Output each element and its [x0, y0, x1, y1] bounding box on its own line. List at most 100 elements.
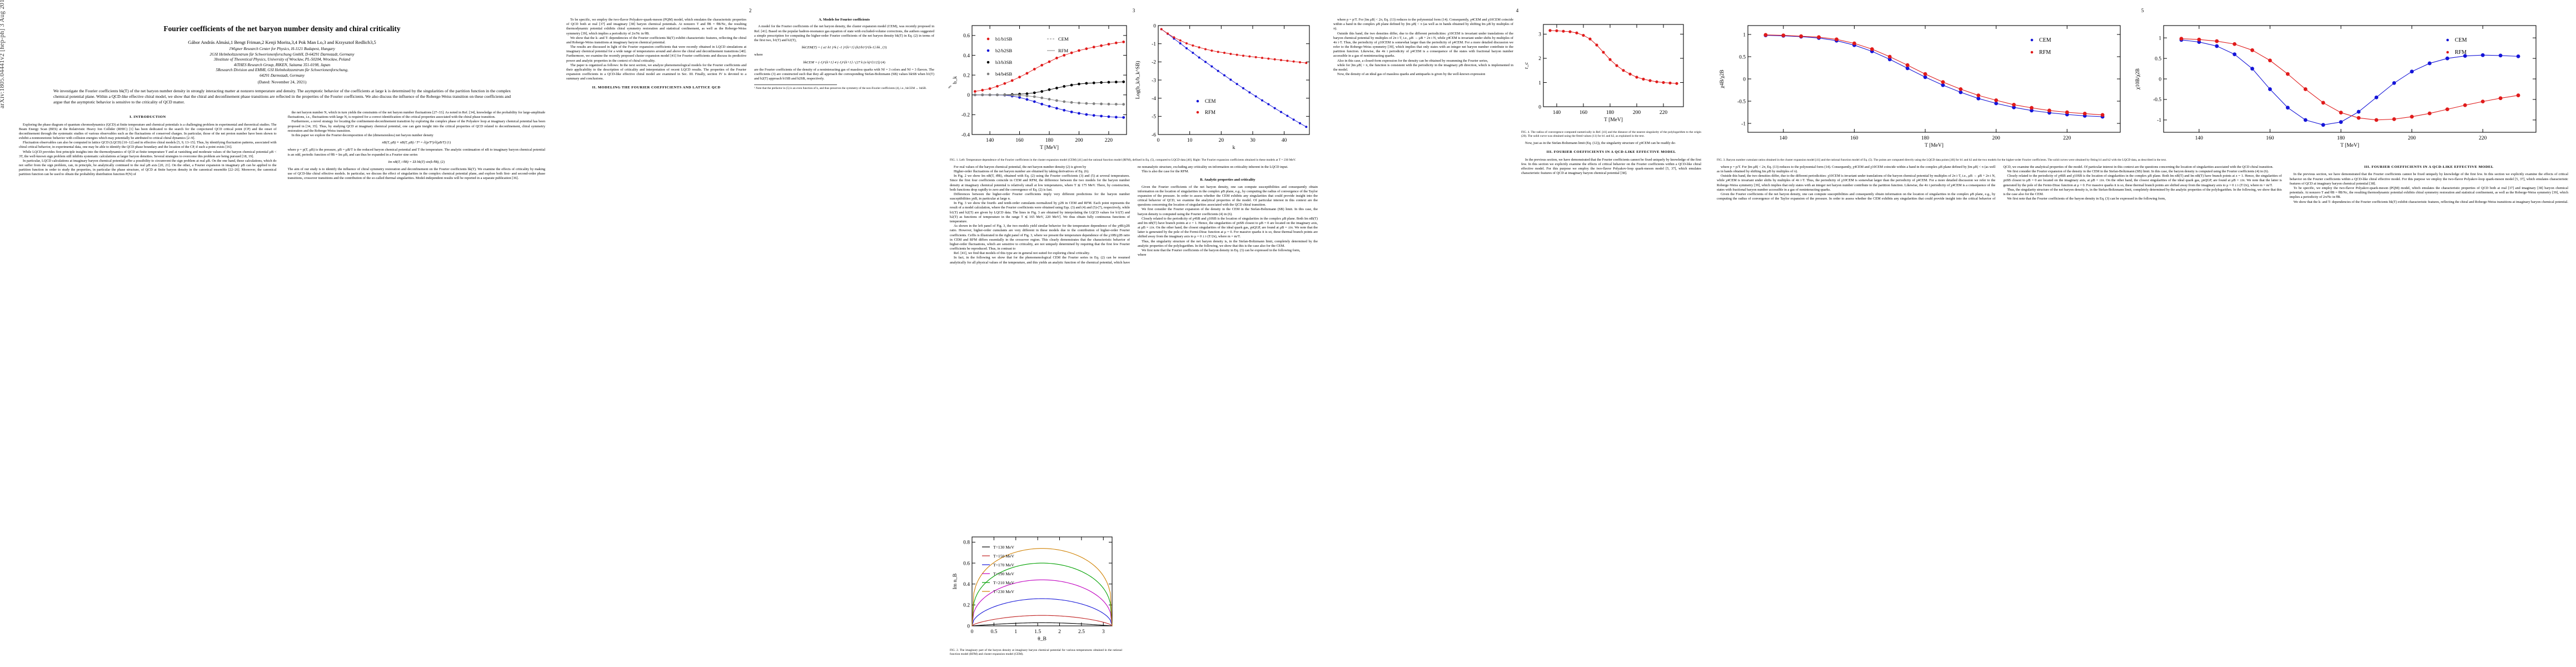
svg-text:CEM: CEM	[1058, 36, 1069, 42]
svg-text:0: 0	[1538, 104, 1541, 110]
paragraph: where p = p/T. For |Im μB| < 2π, Eq. (13…	[1333, 18, 1513, 31]
svg-text:0: 0	[967, 93, 970, 98]
svg-text:0.5: 0.5	[2155, 56, 2161, 62]
svg-text:RFM: RFM	[2039, 49, 2051, 56]
svg-text:0.5: 0.5	[1739, 54, 1746, 60]
subsection-heading-models: A. Models for Fourier coefficients	[819, 18, 870, 22]
paragraph: Also in this case, a closed-form express…	[1337, 58, 1488, 63]
paragraph: Given the Fourier coefficients of the ne…	[1138, 185, 1318, 207]
svg-text:0: 0	[1157, 138, 1160, 143]
equation-body: nB(T, μB) ≡ nB(T, μB) / T³ = ∂(p/T⁴)/∂(μ…	[382, 141, 446, 145]
paragraph: We show that the k- and T- dependencies …	[2293, 200, 2568, 204]
svg-text:0.8: 0.8	[963, 540, 970, 546]
equation-1: nB(T, μB) ≡ nB(T, μB) / T³ = ∂(p/T⁴)/∂(μ…	[288, 141, 546, 145]
equation-body: bkCEM(T) = ( a1 b1 )^k ( -1 )^{k+1} (b2/…	[801, 46, 882, 50]
figure-3: 140 160 180 200 220 -1 -0.5 0 0.5 1 T [MeV] χ4B/χ2B…	[1717, 18, 2568, 162]
figure-2: 0 0.5 1 1.5 2 2.5 3 0 0.2 0.4 0.6 0.8 θ_B Im n_B T=130…	[950, 530, 1122, 656]
paragraph: The paper is organized as follows: In th…	[566, 63, 746, 81]
affiliation: 3Institute of Theoretical Physics, Unive…	[213, 57, 351, 62]
paragraph: Now, the density of an ideal gas of mass…	[1337, 72, 1486, 77]
paragraph: The aim of our study is to identify the …	[287, 167, 546, 181]
abstract: We investigate the Fourier coefficients …	[53, 88, 511, 105]
svg-text:-3: -3	[1152, 78, 1156, 83]
equation-3: bkCEM(T) = ( a1 b1 )^k ( -1 )^{k+1} (b2/…	[754, 46, 934, 50]
svg-text:b3/b3SB: b3/b3SB	[995, 59, 1012, 65]
svg-text:-1: -1	[1152, 42, 1156, 47]
svg-text:0: 0	[971, 629, 974, 635]
body-columns: For real values of the baryon chemical p…	[950, 165, 1318, 265]
paragraph: Furthermore, a novel strategy for locati…	[287, 120, 546, 133]
equation-body: bkCEM = (-1)^{k+1} 4 (-1)^{k+1} / (27 k …	[803, 60, 880, 64]
figure-4: 140 160 180 200 220 0 1 2 3 T [MeV] r_c FIG. 4. Th…	[1521, 18, 1701, 138]
section-heading-introduction: I. INTRODUCTION	[129, 115, 166, 119]
svg-text:-5: -5	[1152, 115, 1156, 120]
footnote: ¹ Note that the prefactor in (5) is an e…	[754, 87, 927, 91]
footnote-rule	[754, 84, 838, 86]
svg-text:b_k: b_k	[953, 76, 958, 84]
svg-text:-1: -1	[1741, 121, 1746, 127]
section-heading-fourier-qcd: III. FOURIER COEFFICIENTS IN A QCD-LIKE …	[2364, 165, 2494, 169]
paragraph: Exploring the phase diagram of quantum c…	[19, 122, 277, 141]
svg-text:200: 200	[1992, 136, 2001, 141]
page-5: 5 140 160 180 200 220 -1 -0.5 0 0.5 1 T [MeV] χ4B/χ…	[1709, 0, 2576, 667]
fig2-panel: 0 0.5 1 1.5 2 2.5 3 0 0.2 0.4 0.6 0.8 θ_B Im n_B T=130…	[950, 530, 1117, 648]
svg-text:Log(b_k/b_k^SB): Log(b_k/b_k^SB)	[1135, 61, 1141, 99]
equation-2: Im nB(T, i θB) = Σk bk(T) sin(k θB), (2)	[288, 160, 546, 165]
paragraph: are the Fourier coefficients of the dens…	[754, 67, 934, 81]
page-1: arXiv:1805.04441v2 [hep-ph] 3 Aug 2019 F…	[0, 0, 559, 667]
svg-text:220: 220	[1660, 110, 1668, 116]
body-columns: where p = p/T. For |Im μB| < 2π, Eq. (13…	[1333, 18, 1701, 176]
svg-text:200: 200	[1075, 138, 1083, 143]
svg-text:-0.5: -0.5	[1737, 99, 1746, 104]
svg-text:160: 160	[1015, 138, 1024, 143]
fig2-svg: 0 0.5 1 1.5 2 2.5 3 0 0.2 0.4 0.6 0.8 θ_B Im n_B T=130…	[953, 536, 1113, 642]
page-number: 2	[749, 8, 752, 13]
paragraph: For real values of the baryon chemical p…	[954, 165, 1087, 169]
paragraph: In fact, in the following we show that f…	[950, 165, 1288, 265]
svg-text:20: 20	[1219, 138, 1224, 143]
svg-text:T [MeV]: T [MeV]	[2340, 143, 2359, 148]
section-heading-modeling: II. MODELING THE FOURIER COEFFICIENTS AN…	[592, 86, 721, 90]
section-heading-fourier-qcd: III. FOURIER COEFFICIENTS IN A QCD-LIKE …	[1546, 150, 1676, 155]
fig3-right-panel: 140 160 180 200 220 -1 -0.5 0 0.5 1 T [MeV] χ10B/χ2…	[2132, 18, 2544, 157]
where-label: where	[1138, 253, 1147, 257]
svg-text:-6: -6	[1152, 132, 1156, 138]
svg-text:140: 140	[2195, 136, 2204, 141]
equation-number: (1)	[446, 141, 451, 145]
svg-text:2.5: 2.5	[1078, 629, 1085, 635]
svg-text:140: 140	[986, 138, 994, 143]
svg-text:0: 0	[967, 624, 970, 629]
affiliation: 5Research Division and EMMI, GSI Helmhol…	[216, 68, 348, 73]
paragraph: the net baryon number N, which in turn y…	[287, 111, 546, 120]
svg-text:1: 1	[1538, 81, 1541, 86]
svg-text:χ10B/χ2B: χ10B/χ2B	[2135, 68, 2141, 90]
paragraph: In particular, LQCD calculations at imag…	[19, 158, 277, 177]
page-number: 4	[1516, 8, 1519, 13]
svg-text:200: 200	[2408, 136, 2416, 141]
svg-text:220: 220	[2479, 136, 2487, 141]
paragraph: Fluctuation observables can also be comp…	[19, 141, 277, 150]
paragraph: This is also the case for the RFM.	[1142, 170, 1189, 174]
svg-text:180: 180	[2337, 136, 2345, 141]
figure-3-caption: FIG. 3. Baryon number cumulant ratios ob…	[1717, 158, 2167, 162]
paragraph: We first consider the Fourier expansion …	[2007, 170, 2269, 174]
svg-text:0: 0	[2159, 77, 2161, 82]
equation-body: Im nB(T, i θB) = Σk bk(T) sin(k θB),	[388, 160, 440, 164]
svg-text:-1: -1	[2157, 118, 2161, 123]
paragraph: In Fig. 2 we show Im nB(T, iθB), obtaine…	[950, 174, 1130, 192]
paragraph: As shown in the left panel of Fig. 3, th…	[950, 224, 1130, 251]
fig4-svg: 140 160 180 200 220 0 1 2 3 T [MeV] r_c	[1524, 24, 1684, 123]
svg-text:2: 2	[1058, 629, 1061, 635]
svg-text:T=230 MeV: T=230 MeV	[993, 589, 1014, 594]
svg-text:k: k	[1233, 145, 1235, 151]
svg-text:0.4: 0.4	[963, 582, 970, 588]
affiliation: 64291 Darmstadt, Germany	[260, 73, 305, 78]
svg-text:200: 200	[1633, 110, 1641, 116]
affiliation: 4iTHES Research Group, RIKEN, Saitama 35…	[233, 62, 331, 67]
paragraph: Outside this band, the two densities dif…	[1717, 174, 1996, 192]
svg-text:140: 140	[1780, 136, 1788, 141]
svg-text:0.6: 0.6	[963, 33, 970, 39]
page-2: 2 To be specific, we employ the two-flav…	[559, 0, 942, 667]
svg-text:CEM: CEM	[1205, 98, 1216, 104]
